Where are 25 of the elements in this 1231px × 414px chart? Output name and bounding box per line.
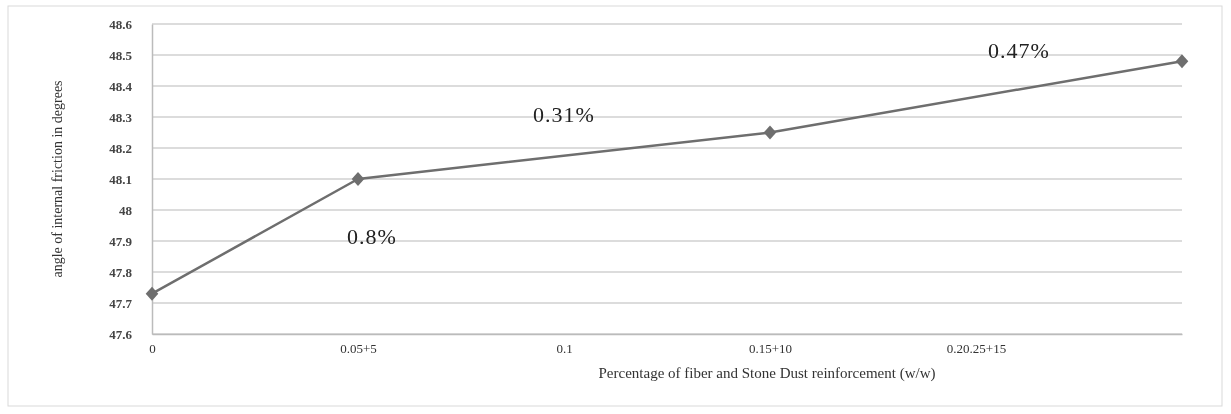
y-tick-label: 48.6	[109, 16, 133, 32]
point	[763, 125, 777, 140]
x-tick-label: 0.05+5	[340, 341, 377, 357]
point	[1175, 54, 1189, 69]
x-tick-label: 0.15+10	[748, 341, 793, 357]
y-tick-label: 48	[119, 202, 133, 218]
x-tick-label: 0	[149, 341, 156, 357]
x-tick-label: 0.20.25+15	[946, 341, 1007, 357]
x-tick-label: 0.1	[556, 341, 573, 357]
annotation: 0.31%	[533, 101, 595, 127]
point	[351, 171, 365, 187]
annotation: 0.8%	[347, 223, 397, 249]
y-tick-label: 48.1	[109, 171, 132, 187]
y-axis-title: angle of internal friction in degrees	[50, 80, 65, 278]
y-tick-label: 47.9	[109, 233, 133, 249]
y-tick-label: 48.5	[109, 47, 133, 63]
point	[145, 286, 159, 301]
y-tick-label: 48.2	[109, 140, 132, 156]
y-tick-label: 48.3	[109, 109, 133, 125]
annotation: 0.47%	[988, 37, 1050, 63]
y-tick-label: 47.7	[109, 295, 133, 311]
x-axis-title: Percentage of fiber and Stone Dust reinforcement (w/w)	[598, 365, 936, 382]
y-tick-label: 48.4	[109, 78, 133, 94]
y-tick-label: 47.6	[109, 326, 133, 342]
y-tick-label: 47.8	[109, 264, 133, 280]
